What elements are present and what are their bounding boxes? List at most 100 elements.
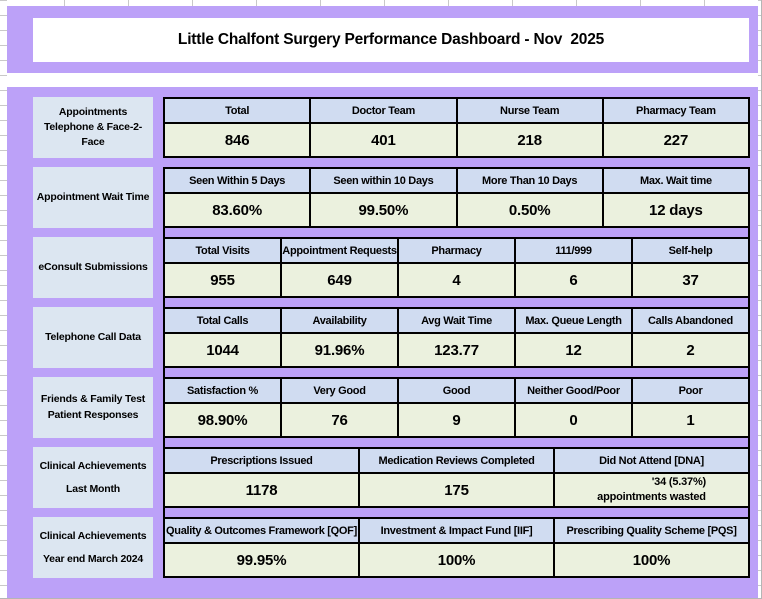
table-econsult-submissions: Total Visits Appointment Requests Pharmacy… — [163, 237, 750, 298]
bordered-spacer — [163, 438, 750, 447]
header-cell: Good — [397, 379, 514, 402]
table-clinical-achievements-year-end: Quality & Outcomes Framework [QOF] Invest… — [163, 517, 750, 578]
header-cell: Prescribing Quality Scheme [PQS] — [553, 519, 748, 542]
section-labels-column: Appointments Telephone & Face-2-Face Appoi… — [33, 97, 153, 578]
clean-gap — [163, 158, 750, 167]
header-cell: Max. Wait time — [601, 169, 748, 192]
value-row: 83.60% 99.50% 0.50% 12 days — [165, 194, 748, 226]
value-line-2: appointments wasted — [597, 491, 706, 503]
header-cell: Seen Within 5 Days — [189, 174, 286, 187]
header-cell: Total — [225, 104, 250, 117]
value-row: 1044 91.96% 123.77 12 2 — [165, 334, 748, 366]
header-cell: Max. Queue Length — [514, 309, 631, 332]
header-row: Prescriptions Issued Medication Reviews C… — [165, 449, 748, 474]
header-row: Total Visits Appointment Requests Pharmacy… — [165, 239, 748, 264]
value-cell: 76 — [280, 404, 397, 436]
value-cell: 846 — [224, 131, 250, 149]
value-cell: 12 days — [601, 194, 748, 226]
section-label-clinical-achievements-last-month: Clinical Achievements Last Month — [33, 447, 153, 508]
header-cell: Self-help — [631, 239, 748, 262]
table-telephone-call-data: Total Calls Availability Avg Wait Time Max.… — [163, 307, 750, 368]
header-cell: Poor — [631, 379, 748, 402]
value-row: 98.90% 76 9 0 1 — [165, 404, 748, 436]
header-row: Seen Within 5 Days Seen within 10 Days Mor… — [165, 169, 748, 194]
value-cell: 401 — [309, 124, 455, 156]
section-label-line: eConsult Submissions — [38, 260, 148, 273]
section-label-line: Clinical Achievements — [39, 459, 147, 472]
header-cell: Investment & Impact Fund [IIF] — [358, 519, 553, 542]
value-row: 99.95% 100% 100% — [165, 544, 748, 576]
bordered-spacer — [163, 508, 750, 517]
table-appointments: Total Doctor Team Nurse Team Pharmacy Team 8… — [163, 97, 750, 158]
value-cell: 9 — [397, 404, 514, 436]
white-separator-band — [7, 73, 761, 87]
value-cell: 12 — [514, 334, 631, 366]
section-label-appointment-wait-time: Appointment Wait Time — [33, 167, 153, 228]
header-cell: Doctor Team — [309, 99, 455, 122]
section-label-line: Patient Responses — [47, 408, 139, 421]
dashboard-body: Appointments Telephone & Face-2-Face Appoi… — [33, 97, 750, 578]
value-cell: 0.50% — [455, 194, 602, 226]
bordered-spacer — [163, 228, 750, 237]
header-cell: Very Good — [280, 379, 397, 402]
value-row: 955 649 4 6 37 — [165, 264, 748, 296]
header-cell: Avg Wait Time — [397, 309, 514, 332]
value-cell: 1044 — [206, 341, 239, 359]
section-label-line: Telephone & Face-2-Face — [43, 120, 143, 149]
dashboard-title: Little Chalfont Surgery Performance Dash… — [33, 18, 749, 62]
value-cell: 649 — [280, 264, 397, 296]
section-label-appointments: Appointments Telephone & Face-2-Face — [33, 97, 153, 158]
value-cell: 37 — [631, 264, 748, 296]
value-row: 1178 175 '34 (5.37%) appointments wasted — [165, 474, 748, 506]
header-cell: Medication Reviews Completed — [358, 449, 553, 472]
section-label-line: Appointments — [58, 105, 128, 118]
value-line-1: '34 (5.37%) — [651, 476, 706, 489]
header-cell: Total Calls — [196, 314, 249, 327]
value-cell: 98.90% — [197, 411, 248, 429]
section-label-line: Appointment Wait Time — [36, 190, 150, 203]
section-label-line: Telephone Call Data — [45, 330, 141, 343]
header-cell: Seen within 10 Days — [309, 169, 455, 192]
header-row: Total Doctor Team Nurse Team Pharmacy Team — [165, 99, 748, 124]
value-cell: 2 — [631, 334, 748, 366]
value-cell: 123.77 — [397, 334, 514, 366]
value-cell: 955 — [210, 271, 235, 289]
header-cell: Pharmacy — [397, 239, 514, 262]
header-cell: Pharmacy Team — [601, 99, 748, 122]
section-tables-column: Total Doctor Team Nurse Team Pharmacy Team 8… — [163, 97, 750, 578]
header-cell: Appointment Requests — [280, 239, 397, 262]
value-cell: 83.60% — [212, 201, 262, 219]
table-friends-family-test: Satisfaction % Very Good Good Neither Good/… — [163, 377, 750, 438]
value-cell: 1 — [631, 404, 748, 436]
excel-gridline-gutter-top — [0, 0, 761, 6]
header-cell: Nurse Team — [455, 99, 602, 122]
bordered-spacer — [163, 298, 750, 307]
excel-gridline-gutter-right — [758, 0, 761, 598]
section-label-friends-family-test: Friends & Family Test Patient Responses — [33, 377, 153, 438]
section-label-line: Friends & Family Test — [40, 393, 146, 406]
section-label-econsult-submissions: eConsult Submissions — [33, 237, 153, 298]
table-clinical-achievements-last-month: Prescriptions Issued Medication Reviews C… — [163, 447, 750, 508]
header-cell: Total Visits — [195, 244, 250, 257]
section-label-clinical-achievements-year-end: Clinical Achievements Year end March 2024 — [33, 517, 153, 578]
value-cell: 6 — [514, 264, 631, 296]
section-label-line: Year end March 2024 — [42, 552, 144, 565]
header-cell: More Than 10 Days — [455, 169, 602, 192]
value-cell: 0 — [514, 404, 631, 436]
bordered-spacer — [163, 368, 750, 377]
value-cell: 1178 — [245, 481, 278, 499]
header-cell: Did Not Attend [DNA] — [553, 449, 748, 472]
value-cell: 227 — [601, 124, 748, 156]
table-appointment-wait-time: Seen Within 5 Days Seen within 10 Days Mor… — [163, 167, 750, 228]
value-cell: 4 — [397, 264, 514, 296]
value-cell: 218 — [455, 124, 602, 156]
value-cell: 100% — [358, 544, 553, 576]
value-cell: 99.50% — [309, 194, 455, 226]
value-cell: 100% — [553, 544, 748, 576]
value-cell: 91.96% — [280, 334, 397, 366]
header-cell: Availability — [280, 309, 397, 332]
section-label-telephone-call-data: Telephone Call Data — [33, 307, 153, 368]
excel-gridline-gutter-left — [0, 0, 7, 598]
header-cell: 111/999 — [514, 239, 631, 262]
